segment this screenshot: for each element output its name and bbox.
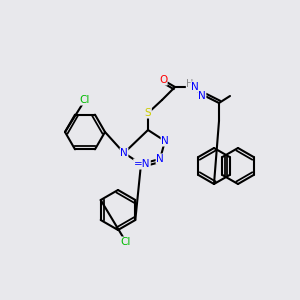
- Text: =N: =N: [134, 159, 150, 169]
- Text: N: N: [191, 82, 199, 92]
- Text: N: N: [161, 136, 169, 146]
- Text: O: O: [159, 75, 167, 85]
- Text: H: H: [186, 79, 194, 89]
- Text: Cl: Cl: [121, 237, 131, 247]
- Text: Cl: Cl: [80, 95, 90, 105]
- Text: S: S: [145, 108, 151, 118]
- Text: N: N: [120, 148, 128, 158]
- Text: N: N: [198, 91, 206, 101]
- Text: N: N: [156, 154, 164, 164]
